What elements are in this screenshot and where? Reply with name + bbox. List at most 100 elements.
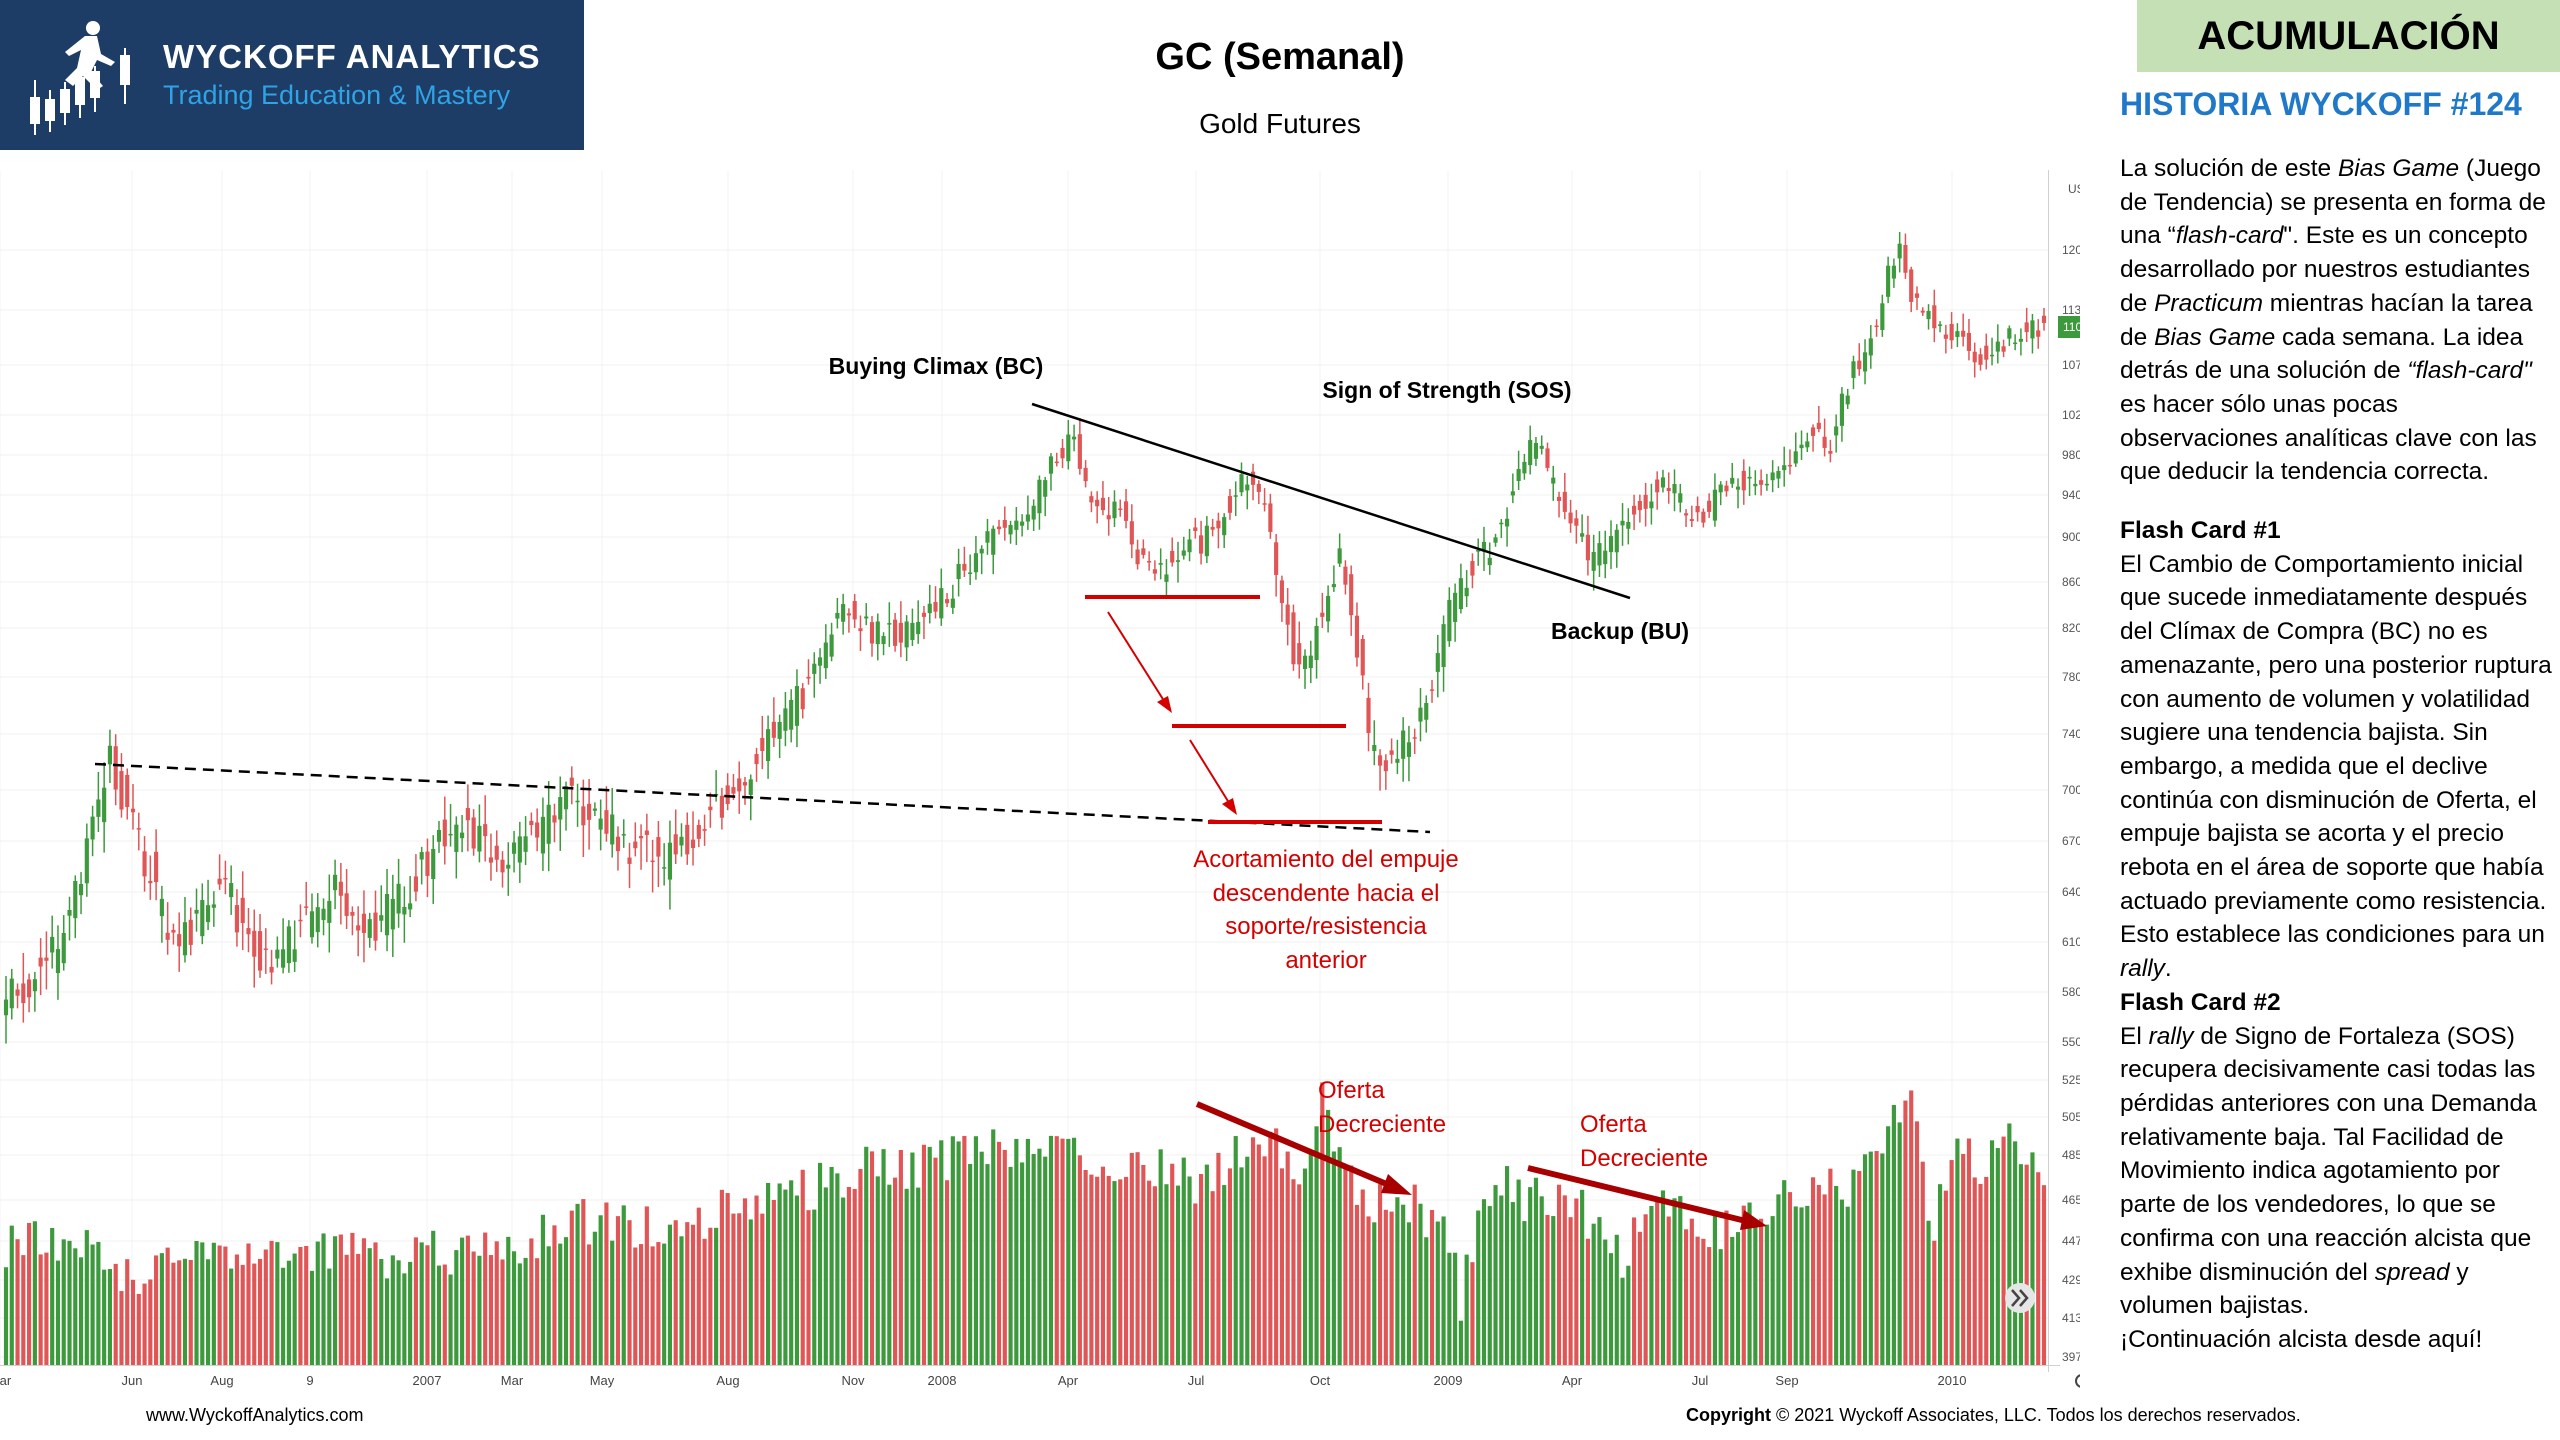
- candle: [1181, 536, 1186, 560]
- candle: [1851, 355, 1856, 390]
- volume-bar: [1337, 1147, 1342, 1365]
- candle: [61, 915, 66, 971]
- candle: [1793, 432, 1798, 467]
- price-chart[interactable]: Buying Climax (BC) Sign of Strength (SOS…: [0, 170, 2080, 1395]
- volume-bar: [396, 1260, 401, 1365]
- volume-bar: [852, 1188, 857, 1365]
- volume-bar: [460, 1237, 465, 1365]
- candle: [1020, 514, 1025, 537]
- volume-bar: [1839, 1199, 1845, 1365]
- volume-bar: [286, 1260, 291, 1365]
- currency-label: USD: [2068, 182, 2080, 196]
- candle: [1718, 481, 1723, 506]
- volume-bar: [344, 1254, 349, 1365]
- y-tick-label: 485.0: [2062, 1148, 2080, 1162]
- volume-bar: [2041, 1185, 2047, 1365]
- candle: [881, 632, 886, 656]
- gear-icon[interactable]: [2075, 1374, 2080, 1388]
- candle: [760, 715, 765, 770]
- volume-bar: [119, 1291, 124, 1365]
- volume-bar: [760, 1213, 765, 1365]
- volume-bar: [263, 1249, 268, 1365]
- volume-bar: [1412, 1184, 1417, 1365]
- candle: [1337, 533, 1342, 567]
- volume-bar: [1805, 1205, 1810, 1365]
- volume-bar: [211, 1242, 216, 1365]
- candle: [1666, 472, 1671, 504]
- candle: [1204, 516, 1209, 564]
- sos-label: Sign of Strength (SOS): [1322, 377, 1571, 403]
- candle: [240, 871, 245, 951]
- volume-bar: [1470, 1262, 1475, 1365]
- candle: [44, 931, 49, 990]
- volume-bar: [656, 1242, 661, 1365]
- volume-bar: [494, 1241, 499, 1365]
- volume-bar: [737, 1213, 742, 1365]
- volume-bar: [327, 1268, 332, 1365]
- candle: [471, 809, 476, 856]
- candle: [494, 830, 499, 872]
- volume-bar: [1903, 1100, 1908, 1365]
- volume-bar: [1354, 1204, 1360, 1365]
- candle: [1372, 720, 1377, 766]
- candle: [829, 622, 834, 662]
- volume-bar: [442, 1264, 447, 1365]
- candle: [973, 536, 979, 580]
- volume-bar: [1724, 1210, 1729, 1365]
- footer-website[interactable]: www.WyckoffAnalytics.com: [146, 1405, 364, 1425]
- volume-bar: [858, 1168, 863, 1365]
- candle: [1787, 449, 1793, 475]
- candle: [1123, 488, 1129, 529]
- volume-bar: [1689, 1218, 1694, 1365]
- volume-bar: [194, 1240, 199, 1365]
- candle: [217, 854, 222, 890]
- volume-bar: [1210, 1191, 1215, 1365]
- candle: [1683, 509, 1689, 527]
- volume-bar: [1672, 1198, 1677, 1365]
- volume-bar: [2001, 1136, 2006, 1365]
- candle: [321, 898, 326, 936]
- thrust-arrow-1: [1107, 611, 1167, 705]
- y-tick-label: 1130.0: [2062, 303, 2080, 317]
- candle: [604, 786, 609, 842]
- volume-bar: [1181, 1157, 1186, 1365]
- volume-bar: [448, 1274, 453, 1365]
- candle: [893, 612, 898, 652]
- volume-bar: [1643, 1214, 1648, 1365]
- supply-arrow-2-head: [1740, 1210, 1767, 1230]
- candle: [1926, 304, 1931, 330]
- volume-bar: [148, 1279, 153, 1365]
- candle: [702, 814, 707, 846]
- volume-bar: [592, 1231, 597, 1365]
- y-tick-label: 505.0: [2062, 1110, 2080, 1124]
- volume-bar: [113, 1263, 118, 1365]
- scroll-right-button[interactable]: [2005, 1283, 2035, 1313]
- candle: [737, 761, 742, 814]
- volume-bar: [1770, 1216, 1775, 1365]
- candle: [1175, 541, 1181, 583]
- candle: [1886, 256, 1891, 304]
- volume-bar: [1759, 1218, 1764, 1365]
- volume-bar: [1914, 1121, 1920, 1365]
- candle: [1533, 436, 1539, 467]
- candle: [1279, 575, 1284, 622]
- volume-bar: [517, 1263, 522, 1365]
- volume-bar: [1233, 1136, 1238, 1365]
- candle: [1938, 321, 1943, 333]
- candle: [333, 859, 338, 910]
- candle: [27, 973, 32, 1013]
- candle: [535, 808, 540, 852]
- candle: [956, 548, 961, 597]
- candle: [858, 615, 863, 651]
- y-tick-label: 940.0: [2062, 488, 2080, 502]
- volume-bar: [1556, 1184, 1562, 1365]
- volume-bar: [991, 1129, 996, 1365]
- candle: [1932, 289, 1937, 343]
- candle: [1297, 621, 1302, 679]
- candle: [1187, 528, 1192, 562]
- volume-bar: [1302, 1168, 1308, 1365]
- volume-bar: [21, 1255, 26, 1365]
- volume-bar: [794, 1195, 800, 1365]
- volume-bar: [1695, 1236, 1700, 1365]
- candle: [846, 608, 851, 633]
